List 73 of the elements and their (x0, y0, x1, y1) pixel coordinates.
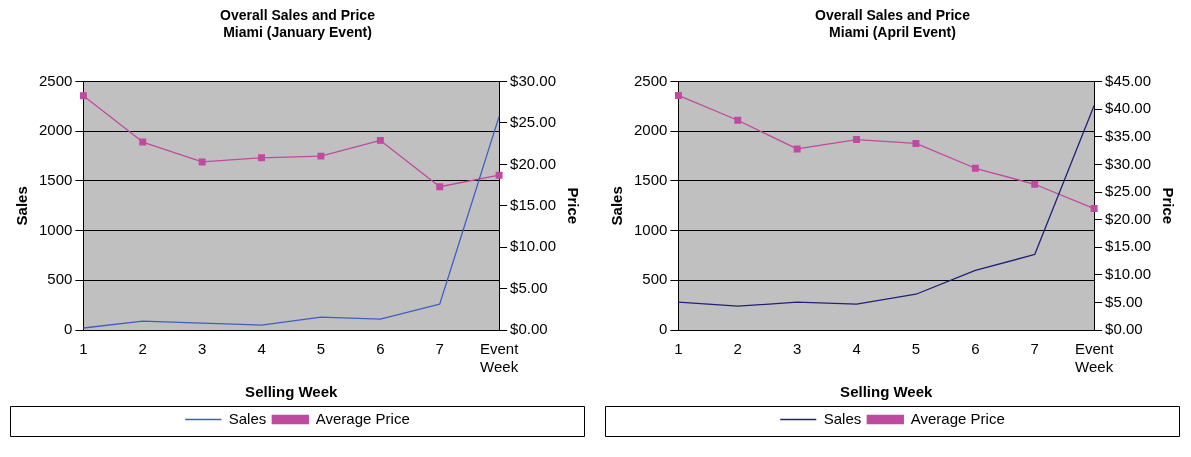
y2-tick-label: $20.00 (510, 154, 557, 172)
y2-tick-label: $45.00 (1105, 71, 1152, 89)
point (79, 92, 87, 100)
point (853, 136, 861, 144)
legend-label: Average Price (910, 409, 1005, 427)
x-tick-label: Event Week (1074, 340, 1115, 376)
y2-tick-label: $20.00 (1105, 209, 1152, 227)
x-tick-label: 1 (674, 340, 683, 358)
y2-tick-label: $30.00 (510, 71, 557, 89)
y2-tick-label: $35.00 (1105, 126, 1152, 144)
point (971, 164, 979, 172)
y2-tick-label: $25.00 (1105, 182, 1152, 200)
x-tick-label: 4 (852, 340, 861, 358)
y-tick-label: 1500 (633, 171, 668, 189)
y2-tick-label: $0.00 (510, 320, 548, 338)
point (793, 145, 801, 153)
x-tick-label: 5 (316, 340, 326, 358)
y2-tick-label: $15.00 (1105, 237, 1152, 255)
legend-label: Average Price (315, 409, 410, 427)
y-tick-label: 2500 (633, 71, 668, 89)
x-axis-title: Selling Week (840, 383, 934, 401)
point (317, 152, 325, 160)
y2-axis-title: Price (1159, 187, 1177, 225)
x-tick-label: 2 (733, 340, 742, 358)
y2-tick-label: $10.00 (510, 237, 557, 255)
y2-tick-label: $30.00 (1105, 154, 1152, 172)
point (674, 91, 682, 99)
y2-tick-label: $40.00 (1105, 99, 1152, 117)
point (376, 136, 384, 144)
y2-tick-label: $0.00 (1105, 320, 1143, 338)
y-tick-label: 2500 (38, 71, 73, 89)
point (258, 154, 266, 162)
y-tick-label: 1000 (38, 220, 73, 238)
point (495, 171, 503, 179)
x-tick-label: 4 (257, 340, 266, 358)
y-tick-label: 2000 (38, 121, 73, 139)
point (1090, 205, 1098, 213)
point (436, 183, 444, 191)
x-tick-label: 1 (79, 340, 88, 358)
y-tick-label: 1000 (633, 220, 668, 238)
y2-tick-label: $15.00 (510, 195, 557, 213)
point (1031, 180, 1039, 188)
y2-tick-label: $25.00 (510, 113, 557, 131)
y-axis-title: Sales (13, 186, 31, 226)
x-axis-title: Selling Week (245, 383, 339, 401)
point (912, 139, 920, 147)
x-tick-label: 5 (911, 340, 921, 358)
x-tick-label: 3 (792, 340, 802, 358)
x-tick-label: Event Week (479, 340, 520, 376)
y-axis-title: Sales (608, 186, 626, 226)
x-tick-label: 3 (197, 340, 207, 358)
y2-tick-label: $5.00 (1105, 292, 1143, 310)
x-tick-label: 2 (138, 340, 147, 358)
legend-label: Sales (228, 409, 267, 427)
x-tick-label: 7 (435, 340, 444, 358)
y-tick-label: 2000 (633, 121, 668, 139)
legend-label: Sales (823, 409, 862, 427)
y2-tick-label: $5.00 (510, 278, 548, 296)
point (198, 158, 206, 166)
y-tick-label: 0 (64, 320, 73, 338)
x-tick-label: 6 (376, 340, 385, 358)
chart-title: Overall Sales and Price Miami (January Event) (220, 7, 376, 41)
chart-title: Overall Sales and Price Miami (April Event) (815, 7, 971, 41)
x-tick-label: 6 (971, 340, 980, 358)
y-tick-label: 1500 (38, 171, 73, 189)
y-tick-label: 500 (642, 270, 668, 288)
y-tick-label: 0 (659, 320, 668, 338)
point (734, 116, 742, 124)
y2-axis-title: Price (564, 187, 582, 225)
y2-tick-label: $10.00 (1105, 264, 1152, 282)
y-tick-label: 500 (47, 270, 73, 288)
x-tick-label: 7 (1030, 340, 1039, 358)
point (139, 138, 147, 146)
